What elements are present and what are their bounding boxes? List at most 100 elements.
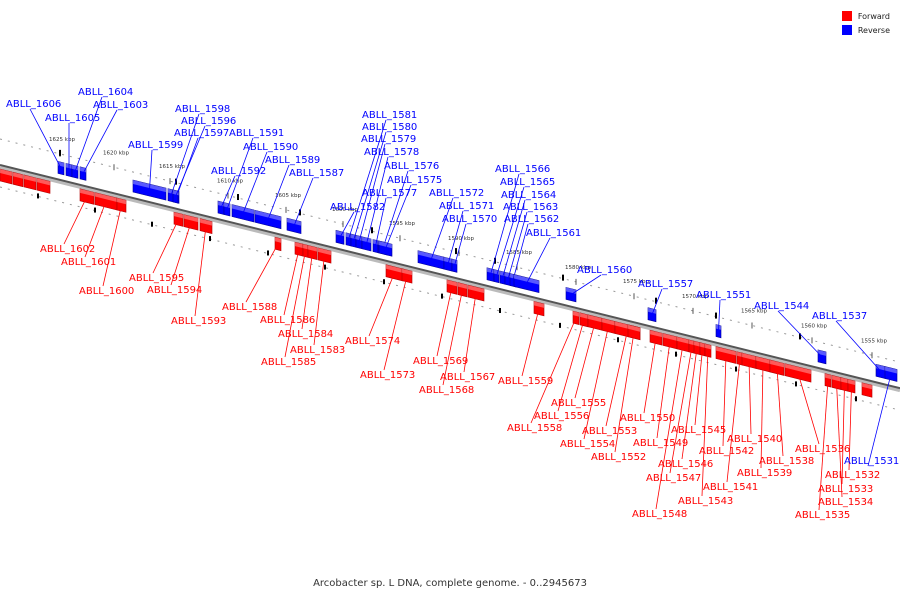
gene-label: ABLL_1584 bbox=[278, 329, 333, 340]
gene-leader-line bbox=[681, 347, 698, 460]
gene-block bbox=[769, 359, 785, 376]
gene-leader-line bbox=[284, 250, 306, 358]
gene-leader-line bbox=[102, 205, 122, 287]
gene-block-highlight bbox=[785, 363, 811, 375]
gene-leader-line bbox=[74, 96, 103, 172]
gene-label: ABLL_1589 bbox=[265, 155, 320, 166]
gene-leader-line bbox=[836, 382, 843, 498]
gene-block-highlight bbox=[602, 318, 615, 326]
gene-block-highlight bbox=[200, 218, 212, 226]
gene-block bbox=[12, 171, 24, 188]
scale-label: 1610 kbp bbox=[217, 179, 243, 185]
gene-leader-line bbox=[651, 288, 663, 315]
gene-leader-line bbox=[867, 373, 892, 467]
gene-leader-line bbox=[339, 211, 355, 238]
gene-label: ABLL_1567 bbox=[440, 372, 495, 383]
gene-block-highlight bbox=[876, 364, 886, 371]
gene-label: ABLL_1550 bbox=[620, 413, 675, 424]
gene-leader-line bbox=[220, 175, 236, 208]
gene-leader-line bbox=[614, 332, 635, 453]
gene-label: ABLL_1551 bbox=[696, 290, 751, 301]
gene-leader-line bbox=[507, 211, 528, 280]
gene-leader-line bbox=[701, 350, 709, 497]
gene-block-highlight bbox=[468, 285, 484, 294]
gene-block-highlight bbox=[255, 210, 281, 221]
gene-label: ABLL_1600 bbox=[79, 286, 134, 297]
gene-label: ABLL_1586 bbox=[260, 315, 315, 326]
gene-leader-line bbox=[383, 275, 408, 371]
gene-block-highlight bbox=[37, 178, 50, 186]
gene-leader-line bbox=[570, 274, 602, 295]
gene-block-highlight bbox=[566, 287, 576, 294]
gene-label: ABLL_1542 bbox=[699, 446, 754, 457]
gene-label: ABLL_1552 bbox=[591, 452, 646, 463]
gene-block-highlight bbox=[174, 212, 183, 219]
gene-label: ABLL_1554 bbox=[560, 439, 615, 450]
gene-label: ABLL_1556 bbox=[534, 411, 589, 422]
gene-block-highlight bbox=[573, 311, 579, 317]
gene-block-highlight bbox=[402, 268, 412, 276]
gene-label: ABLL_1587 bbox=[289, 168, 344, 179]
gene-leader-line bbox=[368, 272, 395, 337]
gene-leader-line bbox=[502, 199, 526, 278]
gene-label: ABLL_1562 bbox=[504, 214, 559, 225]
gene-label: ABLL_1536 bbox=[795, 444, 850, 455]
gene-label: ABLL_1592 bbox=[211, 166, 266, 177]
forward-swatch bbox=[841, 11, 852, 21]
gene-block-highlight bbox=[716, 346, 736, 356]
gene-label: ABLL_1605 bbox=[45, 113, 100, 124]
gene-block-highlight bbox=[689, 339, 695, 346]
gene-label: ABLL_1591 bbox=[229, 128, 284, 139]
gene-label: ABLL_1561 bbox=[526, 228, 581, 239]
gene-block-highlight bbox=[379, 240, 392, 249]
gene-label: ABLL_1594 bbox=[147, 285, 202, 296]
gene-label: ABLL_1593 bbox=[171, 316, 226, 327]
gene-label: ABLL_1557 bbox=[638, 279, 693, 290]
gene-block-highlight bbox=[885, 366, 897, 374]
gene-block-highlight bbox=[588, 314, 602, 323]
legend: Forward Reverse bbox=[841, 9, 890, 37]
gene-label: ABLL_1565 bbox=[500, 177, 555, 188]
gene-leader-line bbox=[442, 289, 463, 386]
gene-block-highlight bbox=[80, 188, 94, 197]
gene-label: ABLL_1580 bbox=[362, 122, 417, 133]
gene-block bbox=[861, 382, 873, 398]
gene-label: ABLL_1578 bbox=[364, 147, 419, 158]
gene-block-highlight bbox=[308, 245, 317, 252]
gene-block-highlight bbox=[184, 214, 198, 223]
reverse-swatch bbox=[841, 25, 852, 35]
gene-leader-line bbox=[430, 197, 454, 261]
gene-leader-line bbox=[777, 310, 823, 358]
gene-block-highlight bbox=[742, 353, 756, 361]
gene-label: ABLL_1532 bbox=[825, 470, 880, 481]
gene-label: ABLL_1596 bbox=[181, 116, 236, 127]
gene-label: ABLL_1570 bbox=[442, 214, 497, 225]
gene-leader-line bbox=[557, 319, 585, 412]
gene-block-highlight bbox=[447, 279, 457, 287]
gene-leader-line bbox=[226, 137, 254, 210]
genome-backbone bbox=[0, 164, 900, 390]
gene-block-highlight bbox=[825, 373, 831, 380]
gene-label: ABLL_1603 bbox=[93, 100, 148, 111]
gene-block-highlight bbox=[362, 236, 371, 244]
gene-leader-line bbox=[301, 252, 313, 330]
gene-label: ABLL_1582 bbox=[330, 202, 385, 213]
gene-label: ABLL_1558 bbox=[507, 423, 562, 434]
gene-block bbox=[23, 174, 37, 191]
gene-leader-line bbox=[375, 197, 387, 247]
gene-block-highlight bbox=[224, 202, 230, 209]
gene-leader-line bbox=[463, 292, 477, 373]
gene-block-highlight bbox=[694, 341, 700, 347]
scale-label: 1570 kbp bbox=[682, 294, 708, 300]
gene-leader-line bbox=[669, 346, 693, 474]
gene-leader-line bbox=[490, 173, 520, 275]
gene-leader-line bbox=[242, 151, 268, 214]
gene-block-highlight bbox=[72, 164, 78, 171]
gene-block bbox=[704, 343, 712, 358]
gene-leader-line bbox=[841, 384, 845, 485]
gene-label: ABLL_1604 bbox=[78, 87, 133, 98]
gene-label: ABLL_1566 bbox=[495, 164, 550, 175]
gene-label: ABLL_1579 bbox=[361, 134, 416, 145]
gene-label: ABLL_1538 bbox=[759, 456, 814, 467]
